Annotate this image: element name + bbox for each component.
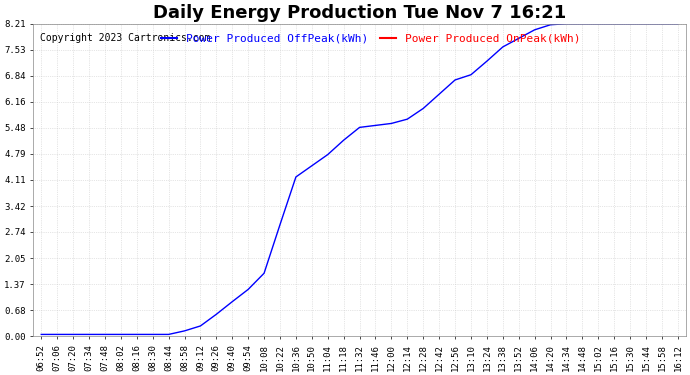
Text: Copyright 2023 Cartronics.com: Copyright 2023 Cartronics.com [40, 33, 210, 43]
Title: Daily Energy Production Tue Nov 7 16:21: Daily Energy Production Tue Nov 7 16:21 [153, 4, 566, 22]
Legend: Power Produced OffPeak(kWh), Power Produced OnPeak(kWh): Power Produced OffPeak(kWh), Power Produ… [157, 29, 585, 48]
